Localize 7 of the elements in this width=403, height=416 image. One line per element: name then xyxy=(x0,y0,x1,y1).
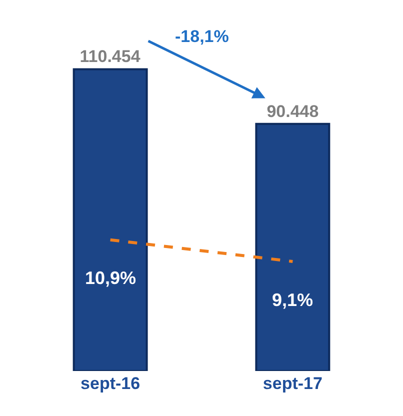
x-tick-label: sept-16 xyxy=(80,374,140,393)
x-tick-label: sept-17 xyxy=(262,374,322,393)
data-label: 110.454 xyxy=(80,47,141,66)
data-label: 9,1% xyxy=(272,290,314,310)
data-label: 10,9% xyxy=(85,268,136,288)
data-label: 90.448 xyxy=(266,102,319,121)
text: -18,1% xyxy=(175,27,229,46)
